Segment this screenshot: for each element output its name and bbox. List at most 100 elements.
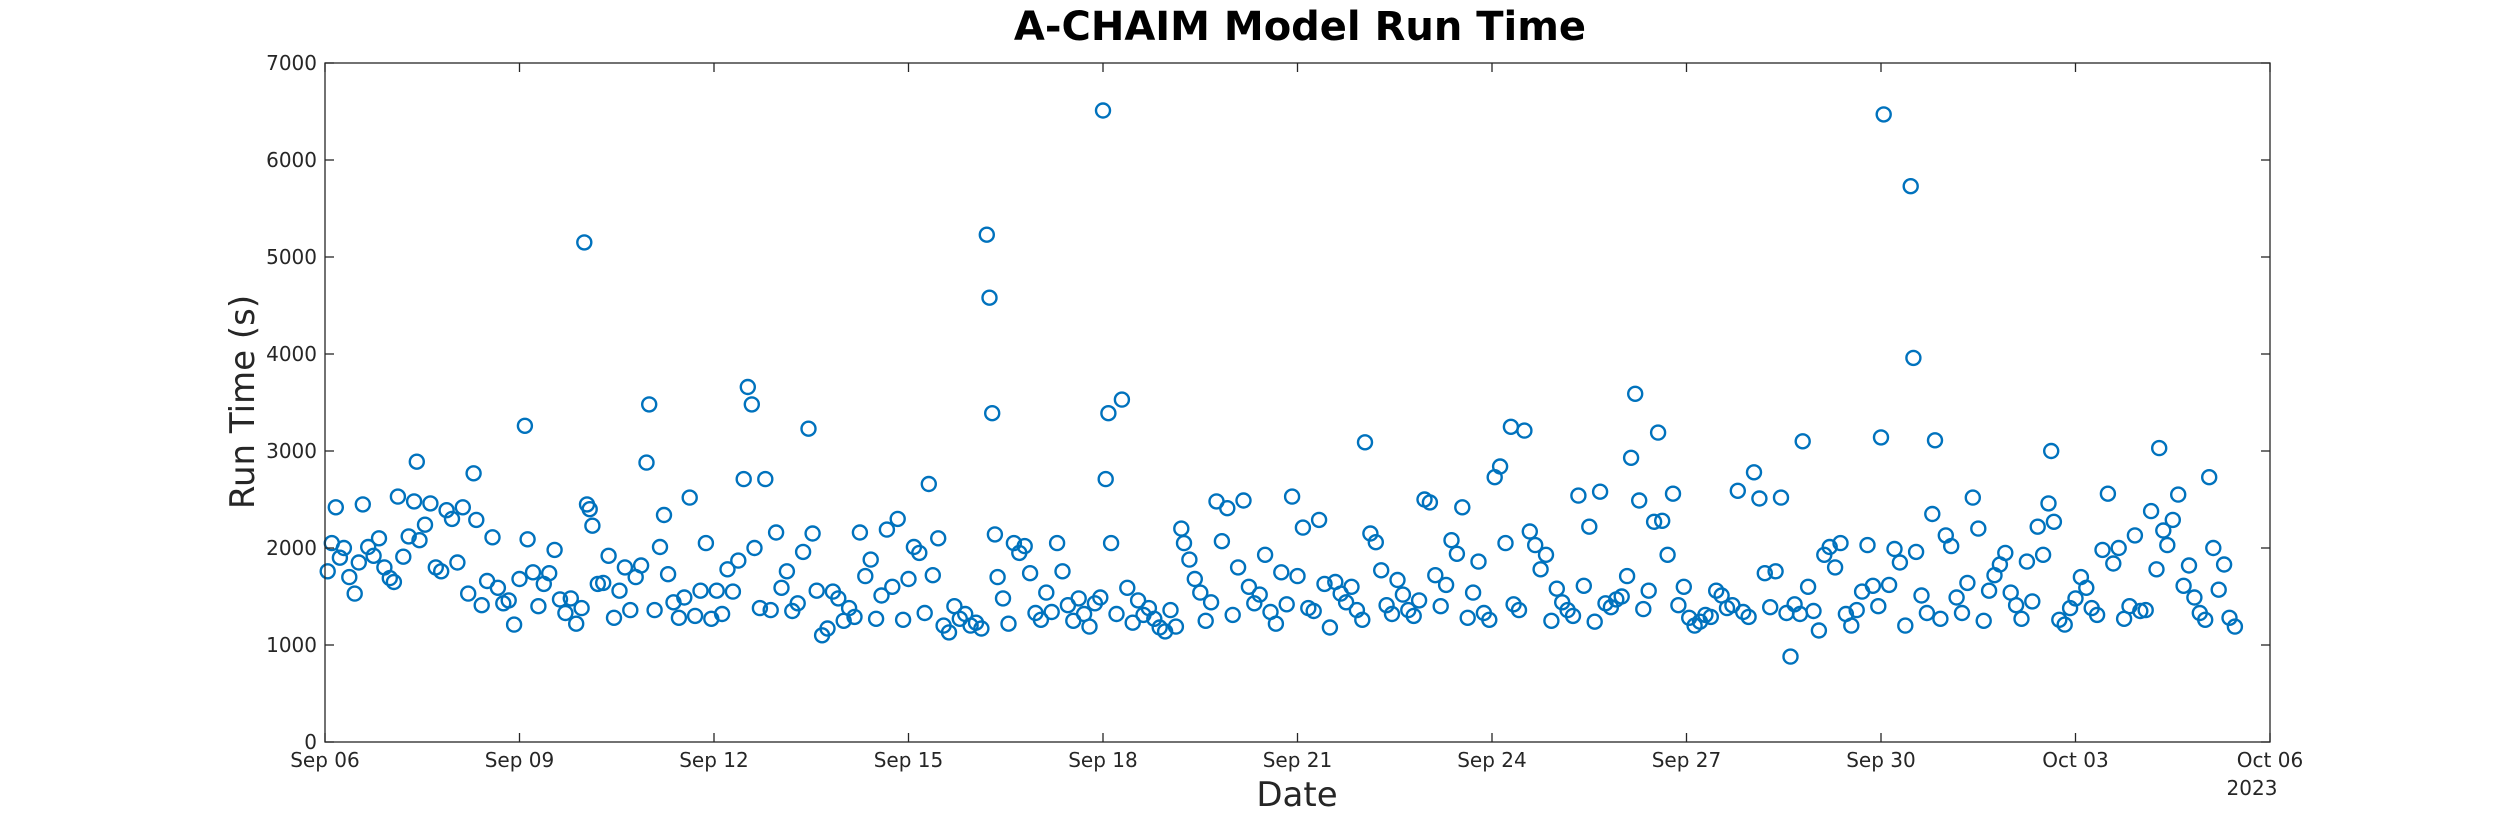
data-point — [1354, 611, 1371, 628]
data-point — [557, 604, 574, 622]
data-point — [1289, 567, 1306, 585]
data-point — [595, 574, 612, 592]
data-point — [1630, 492, 1648, 509]
data-point — [646, 601, 663, 619]
data-point — [1510, 601, 1528, 619]
data-point — [800, 420, 817, 437]
data-point — [616, 559, 634, 576]
data-point — [350, 554, 367, 571]
data-point — [1564, 607, 1582, 625]
data-point — [1975, 612, 1992, 629]
data-point — [681, 489, 698, 506]
data-point — [1448, 545, 1466, 562]
data-point — [867, 610, 885, 627]
x-tick-label: Sep 12 — [679, 748, 749, 772]
data-point — [1070, 590, 1087, 607]
data-point — [400, 528, 417, 545]
data-point — [920, 475, 937, 493]
data-point — [2221, 609, 2238, 626]
data-point — [1389, 571, 1406, 589]
data-point — [433, 563, 450, 580]
data-point — [1432, 598, 1449, 615]
data-point — [986, 526, 1004, 543]
data-point — [1526, 536, 1544, 554]
data-point — [878, 521, 896, 538]
data-point — [804, 525, 821, 542]
data-point — [1734, 603, 1752, 621]
data-point — [794, 543, 812, 561]
data-point — [1283, 488, 1301, 505]
data-point — [2007, 597, 2025, 614]
y-tick-label: 0 — [304, 730, 317, 754]
data-point — [789, 595, 806, 612]
data-point — [489, 579, 507, 596]
data-point — [1905, 349, 1922, 367]
data-point — [395, 548, 412, 565]
data-point — [1162, 601, 1179, 619]
data-point — [1240, 578, 1258, 595]
data-point — [1367, 534, 1385, 551]
data-point — [473, 597, 490, 614]
data-point — [1251, 586, 1268, 603]
x-tick-label: Sep 15 — [874, 748, 944, 772]
data-point — [546, 541, 563, 559]
data-point — [1767, 563, 1784, 580]
x-tick-label: Oct 03 — [2042, 748, 2108, 772]
data-point — [465, 465, 482, 482]
data-point — [1173, 520, 1190, 537]
data-point — [576, 234, 593, 251]
data-point — [1321, 619, 1339, 636]
y-tick-label: 6000 — [266, 148, 317, 172]
data-point — [1372, 562, 1390, 579]
data-point — [911, 544, 928, 562]
data-point — [1778, 604, 1795, 622]
data-point — [2018, 553, 2036, 570]
data-point — [551, 591, 569, 608]
data-point — [1942, 537, 1960, 555]
data-point — [1675, 578, 1693, 595]
x-tick-label: Sep 30 — [1846, 748, 1916, 772]
data-point — [730, 552, 747, 569]
data-point — [1454, 499, 1471, 516]
x-tick-label: Sep 21 — [1263, 748, 1333, 772]
data-point — [1537, 546, 1555, 563]
data-point — [1192, 584, 1209, 601]
data-point — [541, 565, 558, 582]
data-point — [2164, 511, 2182, 529]
data-point — [1048, 534, 1066, 552]
data-point — [2034, 546, 2052, 563]
data-point — [1622, 449, 1640, 466]
data-point — [1586, 613, 1603, 630]
data-point — [2042, 442, 2060, 460]
data-point — [1405, 607, 1422, 625]
data-point — [1843, 617, 1860, 634]
data-point — [1464, 584, 1482, 601]
data-point — [1305, 602, 1322, 620]
data-point — [1653, 512, 1671, 529]
data-point — [1659, 546, 1676, 563]
data-point — [2067, 590, 2084, 607]
data-point — [989, 568, 1006, 586]
data-point — [346, 585, 363, 602]
data-point — [692, 582, 709, 599]
data-point — [2215, 556, 2233, 573]
data-point — [1362, 525, 1379, 542]
data-point — [1635, 600, 1652, 618]
data-point — [1129, 592, 1147, 609]
data-point — [889, 510, 906, 528]
data-point — [994, 590, 1012, 607]
data-point — [846, 608, 863, 626]
data-point — [1740, 608, 1757, 626]
data-point — [873, 587, 890, 604]
data-point — [519, 531, 536, 548]
data-point — [655, 506, 673, 524]
x-axis-year-label: 2023 — [2227, 776, 2278, 800]
data-point — [411, 532, 428, 549]
data-point — [2175, 577, 2192, 594]
data-point — [900, 570, 917, 588]
data-point — [611, 582, 628, 599]
data-point — [1626, 385, 1644, 402]
y-axis: 0 1000 2000 3000 4000 5000 6000 7000 — [266, 51, 2270, 754]
data-point — [1491, 458, 1509, 475]
data-point — [600, 547, 617, 564]
